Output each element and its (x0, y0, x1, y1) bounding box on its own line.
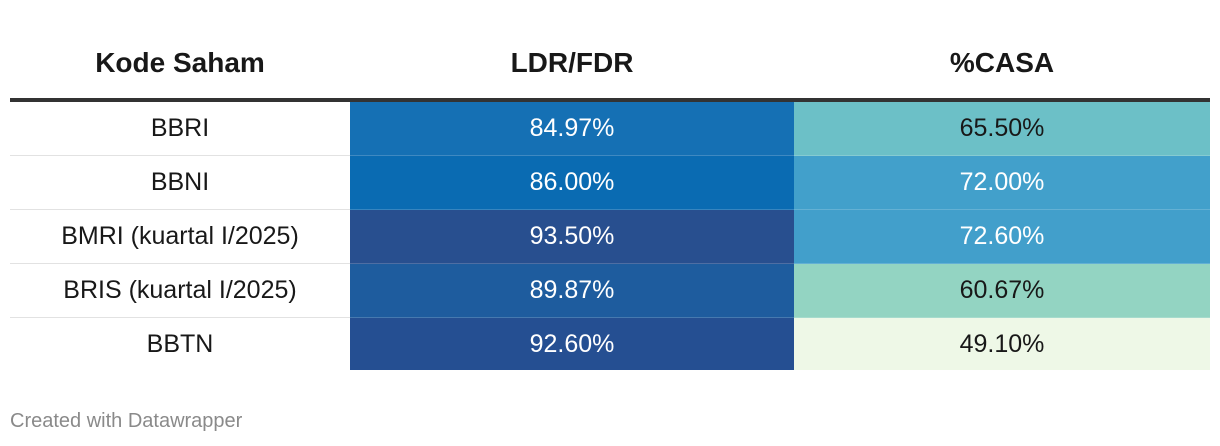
column-header-casa[interactable]: %CASA (794, 28, 1210, 102)
cell-casa: 72.00% (794, 155, 1210, 210)
cell-kode-saham: BBTN (146, 329, 214, 358)
column-header-kode-saham[interactable]: Kode Saham (10, 28, 350, 102)
table-row: BMRI (kuartal I/2025) 93.50% 72.60% (10, 209, 1210, 264)
cell-casa: 65.50% (794, 100, 1210, 156)
header-row: Kode Saham LDR/FDR %CASA (10, 28, 1210, 102)
cell-kode-saham: BBNI (10, 155, 350, 210)
cell-casa: 72.60% (794, 209, 1210, 264)
table-row: BBNI 86.00% 72.00% (10, 155, 1210, 210)
table-row: BBRI 84.97% 65.50% (10, 100, 1210, 156)
data-table: Kode Saham LDR/FDR %CASA BBRI 84.97% 65.… (10, 28, 1210, 370)
datawrapper-credit[interactable]: Created with Datawrapper (10, 410, 243, 432)
cell-ldr-fdr: 93.50% (350, 209, 794, 264)
cell-kode-saham: BBRI (10, 100, 350, 156)
data-table-container: Kode Saham LDR/FDR %CASA BBRI 84.97% 65.… (10, 28, 1210, 370)
cell-ldr-fdr: 89.87% (350, 263, 794, 318)
cell-ldr-fdr: 84.97% (350, 100, 794, 156)
cell-ldr-fdr: 92.60% (350, 317, 794, 370)
cell-casa: 60.67% (794, 263, 1210, 318)
cell-casa: 49.10% (794, 317, 1210, 370)
table-row: BBTN 92.60% 49.10% (10, 317, 1210, 370)
table-row: BRIS (kuartal I/2025) 89.87% 60.67% (10, 263, 1210, 318)
column-header-ldr-fdr[interactable]: LDR/FDR (350, 28, 794, 102)
cell-ldr-fdr: 86.00% (350, 155, 794, 210)
cell-kode-saham: BRIS (kuartal I/2025) (10, 263, 350, 318)
cell-kode-saham: BMRI (kuartal I/2025) (10, 209, 350, 264)
